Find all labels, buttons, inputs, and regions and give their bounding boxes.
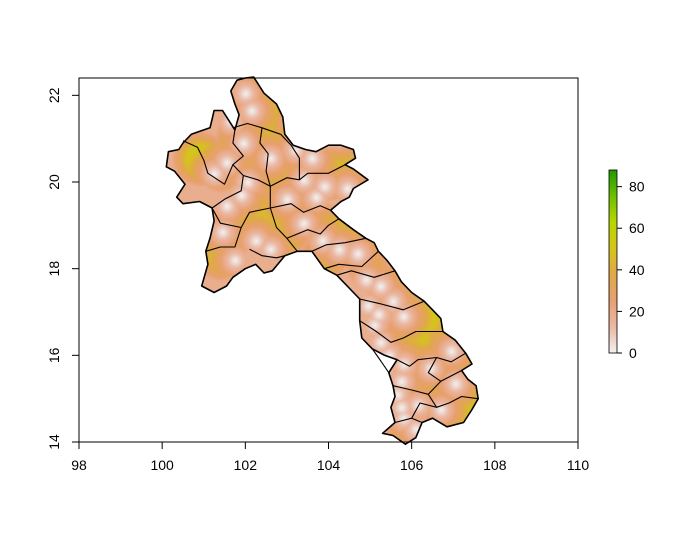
province-border [359,298,425,311]
province-border [232,122,281,135]
province-border [205,227,242,252]
x-tick-label: 110 [567,457,590,473]
province-borders [182,122,479,424]
y-tick-label: 22 [46,87,62,103]
legend-tick-label: 60 [629,220,645,236]
x-tick-label: 108 [483,457,507,473]
country-border [165,76,479,445]
province-border [286,218,340,239]
y-tick-label: 14 [46,434,62,450]
x-tick-label: 104 [317,457,341,473]
province-border [324,250,379,270]
province-border [392,380,442,395]
province-border [427,394,479,408]
x-tick-label: 106 [400,457,424,473]
province-border [396,352,466,367]
province-border [371,348,390,374]
province-border [411,402,437,419]
province-border [359,320,443,343]
province-border [182,140,234,185]
x-tick-label: 102 [234,457,258,473]
province-border [280,133,300,180]
province-border [427,357,462,382]
province-border [269,207,298,252]
province-border [311,237,367,252]
x-tick-label: 98 [71,457,87,473]
province-border [249,248,285,259]
x-tick-label: 100 [150,457,174,473]
y-tick-label: 18 [46,261,62,277]
province-border [211,186,271,229]
y-tick-label: 20 [46,174,62,190]
province-border [211,175,244,209]
legend-tick-label: 40 [629,262,645,278]
legend-tick-label: 0 [629,345,637,361]
x-axis: 98 100 102 104 106 108 110 [71,441,590,473]
legend-color-bar [608,169,618,354]
province-border [336,270,396,278]
province-border [270,203,331,213]
legend-tick-label: 20 [629,303,645,319]
y-axis: 14 16 18 20 22 [46,87,80,450]
y-tick-label: 16 [46,347,62,363]
province-border [259,127,346,187]
legend-tick-label: 80 [629,179,645,195]
color-legend: 0 20 40 60 80 [608,169,645,361]
